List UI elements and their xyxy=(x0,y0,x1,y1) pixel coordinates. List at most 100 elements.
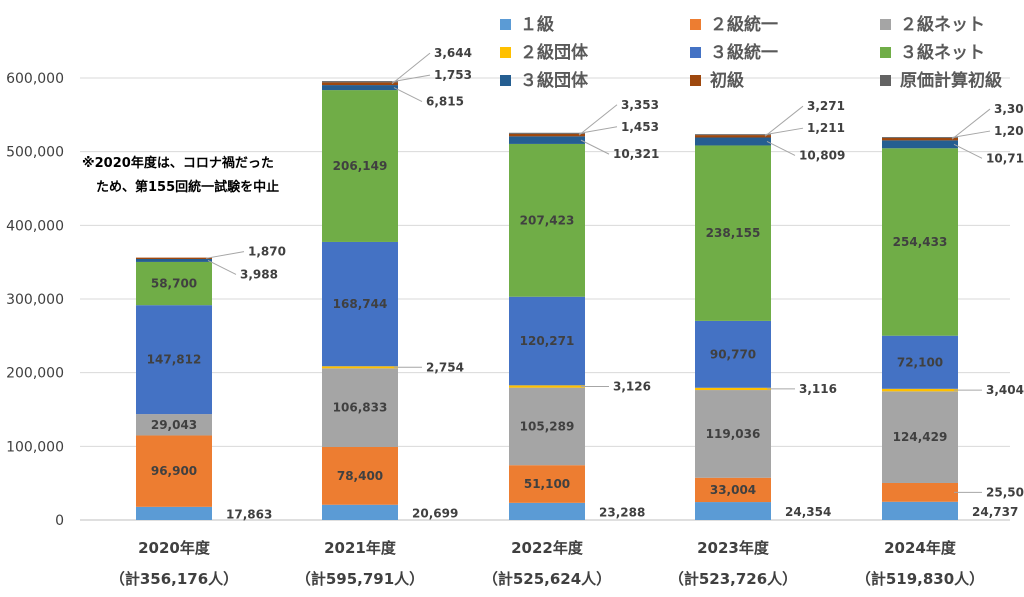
bar-segment xyxy=(509,296,585,386)
bar-segment xyxy=(882,137,958,138)
segment-value-label: 3,126 xyxy=(613,379,651,393)
bar-segment xyxy=(136,261,212,306)
leader-line xyxy=(764,127,804,136)
legend-label: ２級団体 xyxy=(520,42,589,63)
segment-value-label: 1,870 xyxy=(248,245,286,259)
segment-value-label: 1,211 xyxy=(807,121,845,135)
bar-segment xyxy=(136,305,212,415)
bar-segment xyxy=(695,135,771,138)
bar-segment xyxy=(695,387,771,391)
data-labels: 96,900 29,043 147,812 58,700 17,863 1,870 3,98… xyxy=(147,46,1024,521)
bar-segment xyxy=(882,391,958,483)
bar-segment xyxy=(509,132,585,134)
bar-segment xyxy=(509,143,585,297)
segment-value-label: 24,354 xyxy=(785,505,831,519)
bar-segment xyxy=(882,137,958,141)
segment-value-label: 3,404 xyxy=(986,383,1024,397)
bar-segment xyxy=(882,140,958,149)
category-label: 2021年度 xyxy=(324,539,397,557)
segment-value-label: 120,271 xyxy=(520,334,575,348)
segment-value-label: 3,644 xyxy=(434,46,472,60)
y-axis: 0 100,000 200,000 300,000 400,000 500,000 600,… xyxy=(6,71,64,529)
segment-value-label: 29,043 xyxy=(151,418,197,432)
segment-value-label: 3,271 xyxy=(807,99,845,113)
leader-line xyxy=(207,260,237,275)
segment-value-label: 51,100 xyxy=(524,477,570,491)
segment-value-label: 72,100 xyxy=(897,355,943,369)
bar-segment xyxy=(509,385,585,388)
segment-value-label: 168,744 xyxy=(333,297,388,311)
bar-segment xyxy=(509,133,585,137)
segment-value-label: 1,453 xyxy=(621,120,659,134)
legend-swatch xyxy=(880,47,891,58)
segment-value-label: 2,754 xyxy=(426,360,464,374)
note: ※2020年度は、コロナ禍だった ため、第155回統一試験を中止 xyxy=(82,155,279,195)
legend-label: ３級統一 xyxy=(710,42,778,63)
segment-value-label: 254,433 xyxy=(893,235,948,249)
legend-label: ２級ネット xyxy=(900,14,985,35)
bar-segment xyxy=(322,81,398,83)
bar-segment xyxy=(136,258,212,262)
legend-swatch xyxy=(880,19,891,30)
bar-segment xyxy=(882,335,958,389)
bar-segment xyxy=(322,241,398,367)
legend-swatch xyxy=(880,75,891,86)
bar-segment xyxy=(882,148,958,336)
segment-value-label: 6,815 xyxy=(426,95,464,109)
bar-segment xyxy=(695,502,771,520)
segment-value-label: 207,423 xyxy=(520,213,575,227)
legend: １級 ２級統一 ２級ネット ２級団体 ３級統一 ３級ネット ３級団体 初級 原価計算初級 xyxy=(500,14,1002,91)
bar-segment xyxy=(509,465,585,503)
legend-label: ３級ネット xyxy=(900,42,985,63)
segment-value-label: 17,863 xyxy=(226,507,272,521)
category-label: 2022年度 xyxy=(511,539,584,557)
segment-value-label: 124,429 xyxy=(893,430,948,444)
category-total-label: （計519,830人） xyxy=(856,570,984,588)
bar-segment xyxy=(322,368,398,447)
segment-value-label: 3,308 xyxy=(994,102,1024,116)
bar-segment xyxy=(136,414,212,436)
category-label: 2024年度 xyxy=(884,539,957,557)
category-total-label: （計525,624人） xyxy=(483,570,611,588)
segment-value-label: 20,699 xyxy=(412,506,458,520)
segment-value-label: 1,200 xyxy=(994,124,1024,138)
segment-value-label: 105,289 xyxy=(520,419,575,433)
segment-value-label: 10,321 xyxy=(613,147,659,161)
legend-label: １級 xyxy=(520,14,554,35)
y-tick-label: 600,000 xyxy=(6,71,64,87)
segment-value-label: 24,737 xyxy=(972,505,1018,519)
category-total-label: （計595,791人） xyxy=(296,570,424,588)
legend-label: 原価計算初級 xyxy=(900,70,1002,91)
segment-value-label: 25,508 xyxy=(986,485,1024,499)
bar-segment xyxy=(509,502,585,520)
legend-swatch xyxy=(500,75,511,86)
bar-segment xyxy=(695,137,771,146)
legend-label: 初級 xyxy=(710,70,744,91)
bar-segment xyxy=(695,477,771,503)
category-total-label: （計356,176人） xyxy=(110,570,238,588)
segment-value-label: 23,288 xyxy=(599,505,645,519)
leader-line xyxy=(578,126,618,134)
bar-segment xyxy=(695,145,771,321)
category-label: 2020年度 xyxy=(138,539,211,557)
leader-line xyxy=(951,108,991,140)
y-tick-label: 500,000 xyxy=(6,145,64,161)
category-total-label: （計523,726人） xyxy=(669,570,797,588)
bar-segment xyxy=(136,506,212,520)
note-line-2: ため、第155回統一試験を中止 xyxy=(96,179,279,195)
segment-value-label: 3,353 xyxy=(621,98,659,112)
segment-value-label: 78,400 xyxy=(337,469,383,483)
bar-segment xyxy=(322,82,398,86)
bar-segment xyxy=(882,388,958,392)
legend-swatch xyxy=(690,19,701,30)
segment-value-label: 147,812 xyxy=(147,353,202,367)
bar-segment xyxy=(322,504,398,520)
segment-value-label: 238,155 xyxy=(706,226,761,240)
bar-segment xyxy=(695,134,771,136)
y-tick-label: 0 xyxy=(55,513,64,529)
leader-line xyxy=(951,130,991,138)
leader-line xyxy=(393,87,423,103)
segment-value-label: 206,149 xyxy=(333,159,388,173)
bar-segment xyxy=(322,366,398,369)
note-line-1: ※2020年度は、コロナ禍だった xyxy=(82,155,274,171)
